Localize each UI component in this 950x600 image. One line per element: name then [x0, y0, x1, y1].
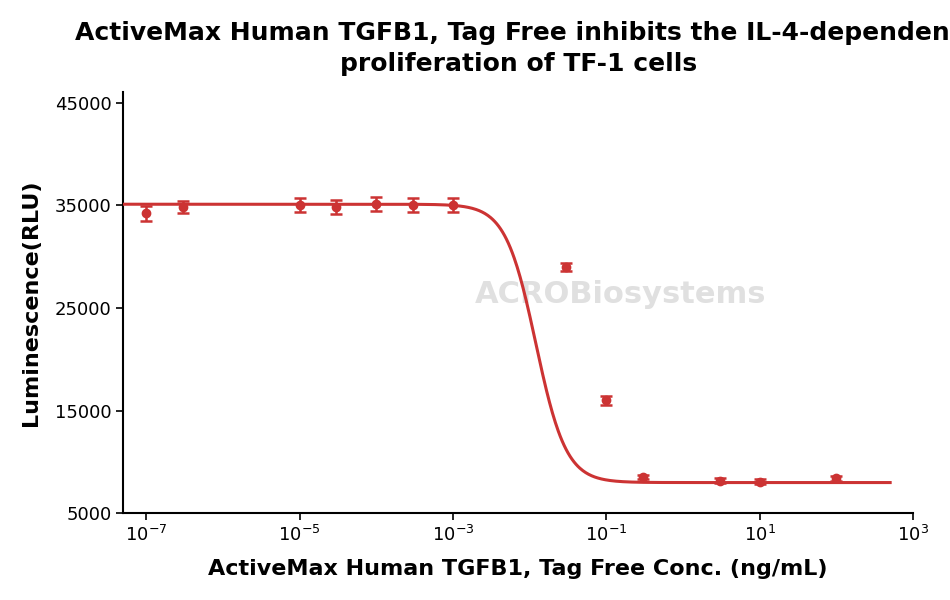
Title: ActiveMax Human TGFB1, Tag Free inhibits the IL-4-dependent
proliferation of TF-: ActiveMax Human TGFB1, Tag Free inhibits… [75, 21, 950, 76]
Text: ACROBiosystems: ACROBiosystems [475, 280, 767, 309]
Y-axis label: Luminescence(RLU): Luminescence(RLU) [21, 179, 41, 426]
X-axis label: ActiveMax Human TGFB1, Tag Free Conc. (ng/mL): ActiveMax Human TGFB1, Tag Free Conc. (n… [208, 559, 828, 579]
